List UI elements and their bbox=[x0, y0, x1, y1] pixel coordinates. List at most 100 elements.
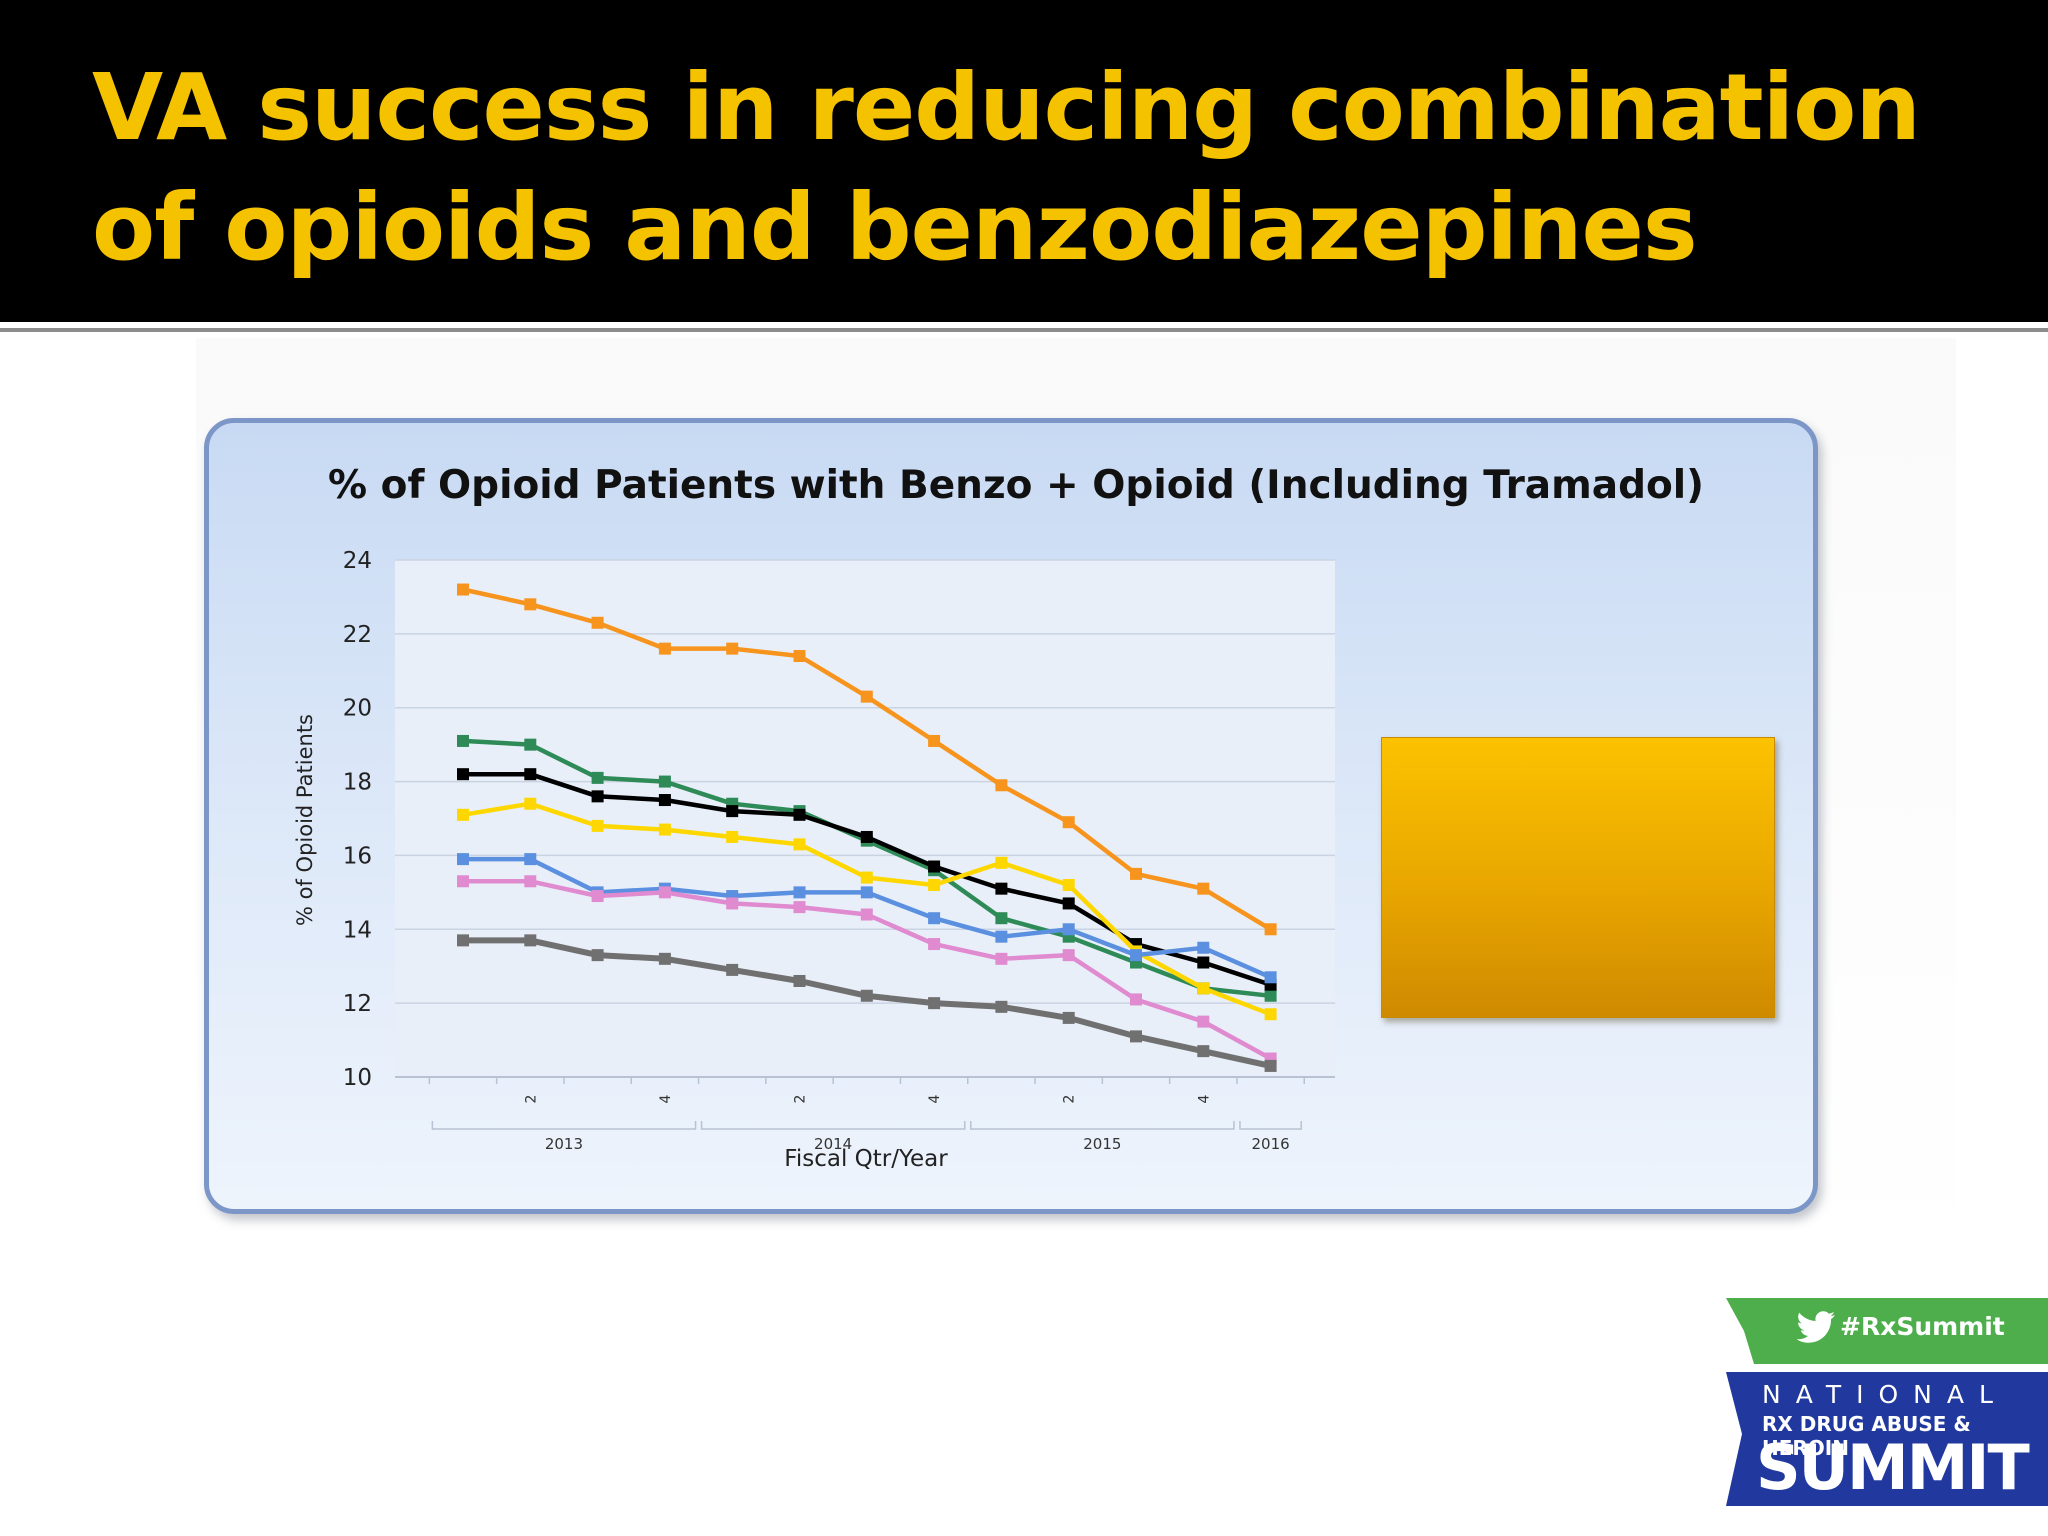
data-point bbox=[457, 853, 469, 866]
data-point bbox=[1264, 1059, 1277, 1072]
data-point bbox=[793, 838, 806, 851]
year-label: 2013 bbox=[545, 1135, 583, 1153]
data-point bbox=[1197, 882, 1210, 895]
data-point bbox=[1062, 878, 1075, 891]
data-point bbox=[524, 598, 537, 611]
twitter-bird-icon bbox=[1796, 1311, 1835, 1343]
data-point bbox=[658, 823, 671, 836]
data-point bbox=[1264, 923, 1277, 936]
x-quarter-label: 4 bbox=[927, 1094, 943, 1103]
data-point bbox=[457, 934, 469, 947]
year-bracket bbox=[1239, 1121, 1302, 1130]
data-point bbox=[995, 882, 1008, 895]
title-bar: VA success in reducing combination of op… bbox=[0, 0, 2048, 322]
y-tick-label: 10 bbox=[343, 1065, 372, 1091]
data-point bbox=[1062, 949, 1075, 962]
data-point bbox=[995, 856, 1008, 869]
data-point bbox=[457, 875, 469, 888]
data-point bbox=[591, 790, 604, 803]
x-quarter-label: 2 bbox=[793, 1095, 809, 1104]
data-point bbox=[591, 616, 604, 629]
data-point bbox=[860, 690, 873, 703]
data-point bbox=[1197, 956, 1210, 969]
data-point bbox=[860, 830, 873, 843]
data-point bbox=[524, 738, 537, 751]
data-point bbox=[524, 768, 537, 781]
data-point bbox=[995, 1000, 1008, 1013]
data-point bbox=[457, 768, 469, 781]
data-point bbox=[793, 886, 806, 899]
data-point bbox=[995, 930, 1008, 943]
data-point bbox=[658, 642, 671, 655]
data-point bbox=[928, 938, 941, 951]
data-point bbox=[457, 583, 469, 596]
x-axis-label: Fiscal Qtr/Year bbox=[784, 1146, 948, 1172]
data-point bbox=[591, 819, 604, 832]
data-point bbox=[1130, 949, 1142, 962]
data-point bbox=[860, 989, 873, 1002]
data-point bbox=[793, 650, 806, 663]
y-axis-label: % of Opioid Patients bbox=[293, 714, 317, 926]
data-point bbox=[658, 886, 671, 899]
data-point bbox=[1062, 816, 1075, 829]
data-point bbox=[1197, 982, 1210, 995]
data-point bbox=[995, 779, 1008, 792]
data-point bbox=[457, 734, 469, 747]
data-point bbox=[995, 952, 1008, 965]
data-point bbox=[1130, 993, 1142, 1006]
slide-title: VA success in reducing combination of op… bbox=[92, 54, 1921, 281]
y-tick-label: 18 bbox=[343, 770, 372, 796]
data-point bbox=[524, 875, 537, 888]
year-bracket bbox=[700, 1121, 966, 1130]
data-point bbox=[726, 963, 739, 976]
series-lines bbox=[457, 583, 1277, 1072]
data-point bbox=[1264, 971, 1277, 984]
data-point bbox=[1197, 1045, 1210, 1058]
data-point bbox=[524, 853, 537, 866]
summit-logo: #RxSummit NATIONAL RX DRUG ABUSE & HEROI… bbox=[1726, 1298, 2048, 1506]
data-point bbox=[1062, 1011, 1075, 1024]
logo-subtitle: RX DRUG ABUSE & HEROIN bbox=[1762, 1412, 1971, 1460]
year-label: 2015 bbox=[1083, 1135, 1121, 1153]
data-point bbox=[928, 878, 941, 891]
data-point bbox=[928, 912, 941, 925]
data-point bbox=[1264, 989, 1277, 1002]
data-point bbox=[793, 808, 806, 821]
data-point bbox=[860, 871, 873, 884]
data-point bbox=[1197, 1015, 1210, 1028]
data-point bbox=[726, 642, 739, 655]
data-point bbox=[1062, 897, 1075, 910]
year-bracket bbox=[970, 1121, 1235, 1130]
data-point bbox=[860, 908, 873, 921]
title-divider bbox=[0, 328, 2048, 332]
logo-national: NATIONAL bbox=[1762, 1380, 2008, 1409]
data-point bbox=[658, 794, 671, 807]
data-point bbox=[995, 912, 1008, 925]
hashtag-text: #RxSummit bbox=[1840, 1312, 2005, 1341]
data-point bbox=[793, 974, 806, 987]
y-tick-label: 16 bbox=[343, 843, 372, 869]
data-point bbox=[591, 771, 604, 784]
legend-box bbox=[1381, 737, 1775, 1018]
data-point bbox=[928, 997, 941, 1010]
data-point bbox=[457, 808, 469, 821]
year-label: 2016 bbox=[1252, 1135, 1290, 1153]
data-point bbox=[1130, 867, 1142, 880]
data-point bbox=[658, 775, 671, 788]
y-tick-label: 22 bbox=[343, 622, 372, 648]
data-point bbox=[524, 934, 537, 947]
x-quarter-label: 4 bbox=[658, 1094, 674, 1103]
y-tick-label: 20 bbox=[343, 696, 372, 722]
hashtag-banner bbox=[1726, 1298, 2048, 1364]
data-point bbox=[658, 952, 671, 965]
data-point bbox=[1062, 923, 1075, 936]
year-bracket bbox=[431, 1121, 697, 1130]
x-quarter-label: 2 bbox=[523, 1095, 539, 1104]
data-point bbox=[793, 901, 806, 914]
y-tick-label: 12 bbox=[343, 991, 372, 1017]
data-point bbox=[928, 860, 941, 873]
y-tick-label: 24 bbox=[343, 548, 372, 574]
y-tick-label: 14 bbox=[343, 917, 372, 943]
